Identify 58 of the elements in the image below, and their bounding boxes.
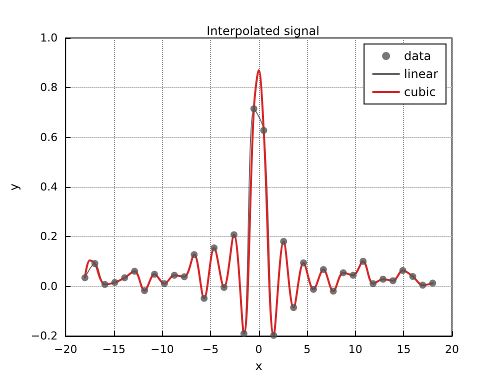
point (101, 280, 108, 288)
point (170, 272, 178, 279)
point (429, 280, 436, 287)
x-tick-label: −5 (202, 343, 219, 356)
y-tick-label: 0.4 (40, 180, 58, 194)
point (330, 288, 337, 295)
point (350, 272, 357, 279)
point (409, 272, 416, 280)
point (300, 259, 308, 266)
point (220, 284, 228, 291)
point (380, 276, 387, 283)
x-tick-label: −15 (102, 343, 126, 356)
point (389, 277, 396, 284)
point (360, 258, 367, 265)
point (240, 330, 248, 338)
x-tick-label: 0 (255, 343, 262, 356)
point (150, 270, 158, 278)
point (340, 269, 347, 276)
point (270, 332, 278, 339)
point (131, 268, 138, 275)
x-tick-label: 20 (445, 343, 459, 356)
point (190, 251, 198, 258)
x-tick-label: 15 (396, 343, 411, 356)
y-tick-label: 0.8 (40, 81, 58, 94)
x-tick-label: −10 (150, 343, 174, 356)
point (290, 304, 298, 312)
legend-label: cubic (404, 85, 436, 99)
legend-label: data (404, 49, 432, 63)
y-tick-label: 0.2 (40, 230, 58, 244)
point (81, 274, 88, 282)
point (200, 294, 208, 302)
point (419, 282, 426, 289)
x-axis-title: x (255, 359, 262, 373)
point (310, 286, 317, 293)
point (370, 280, 377, 288)
point (111, 278, 118, 286)
y-tick-label: 0.6 (40, 130, 58, 144)
y-tick-label: 0.0 (40, 280, 58, 293)
point (399, 267, 406, 274)
point (91, 260, 98, 268)
point (160, 280, 168, 288)
chart-title: Interpolated signal (206, 24, 320, 38)
point (230, 231, 238, 238)
y-axis-title: y (7, 183, 21, 191)
point (180, 273, 188, 280)
point (260, 126, 268, 134)
point (280, 238, 288, 245)
x-tick-label: 5 (304, 343, 311, 356)
y-tick-label: 1.0 (40, 32, 58, 44)
point (121, 274, 128, 282)
y-tick-label: −0.2 (30, 330, 58, 343)
point (250, 105, 258, 112)
x-tick-label: 10 (348, 343, 362, 356)
point (141, 287, 148, 294)
point (320, 266, 327, 274)
x-tick-label: −20 (54, 343, 78, 356)
legend-label: linear (404, 67, 438, 81)
point (210, 244, 218, 252)
